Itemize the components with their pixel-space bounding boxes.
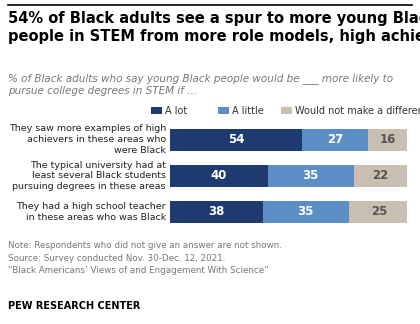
Bar — [263, 201, 349, 223]
Text: % of Black adults who say young Black people would be ___ more likely to
pursue : % of Black adults who say young Black pe… — [8, 73, 394, 96]
Text: 22: 22 — [373, 169, 389, 182]
Text: 54% of Black adults see a spur to more young Black
people in STEM from more role: 54% of Black adults see a spur to more y… — [8, 11, 420, 44]
Text: 16: 16 — [380, 133, 396, 146]
Text: PEW RESEARCH CENTER: PEW RESEARCH CENTER — [8, 301, 141, 311]
Bar — [302, 129, 368, 151]
Text: Would not make a difference: Would not make a difference — [295, 106, 420, 116]
Bar — [170, 129, 302, 151]
Text: They had a high school teacher
in these areas who was Black: They had a high school teacher in these … — [16, 202, 166, 222]
Bar — [354, 165, 407, 187]
Text: A little: A little — [232, 106, 264, 116]
Bar — [170, 165, 268, 187]
Text: A lot: A lot — [165, 106, 187, 116]
Text: 54: 54 — [228, 133, 244, 146]
Text: 35: 35 — [298, 205, 314, 218]
Text: 40: 40 — [211, 169, 227, 182]
Text: 27: 27 — [327, 133, 344, 146]
Text: The typical university had at
least several Black students
pursuing degrees in t: The typical university had at least seve… — [13, 160, 166, 191]
Text: 35: 35 — [302, 169, 319, 182]
Text: 25: 25 — [371, 205, 388, 218]
Text: They saw more examples of high
achievers in these areas who
were Black: They saw more examples of high achievers… — [9, 124, 166, 155]
Bar — [368, 129, 407, 151]
Text: 38: 38 — [208, 205, 225, 218]
Bar — [170, 201, 263, 223]
Bar — [268, 165, 354, 187]
Bar — [349, 201, 410, 223]
Text: Note: Respondents who did not give an answer are not shown.
Source: Survey condu: Note: Respondents who did not give an an… — [8, 241, 282, 275]
